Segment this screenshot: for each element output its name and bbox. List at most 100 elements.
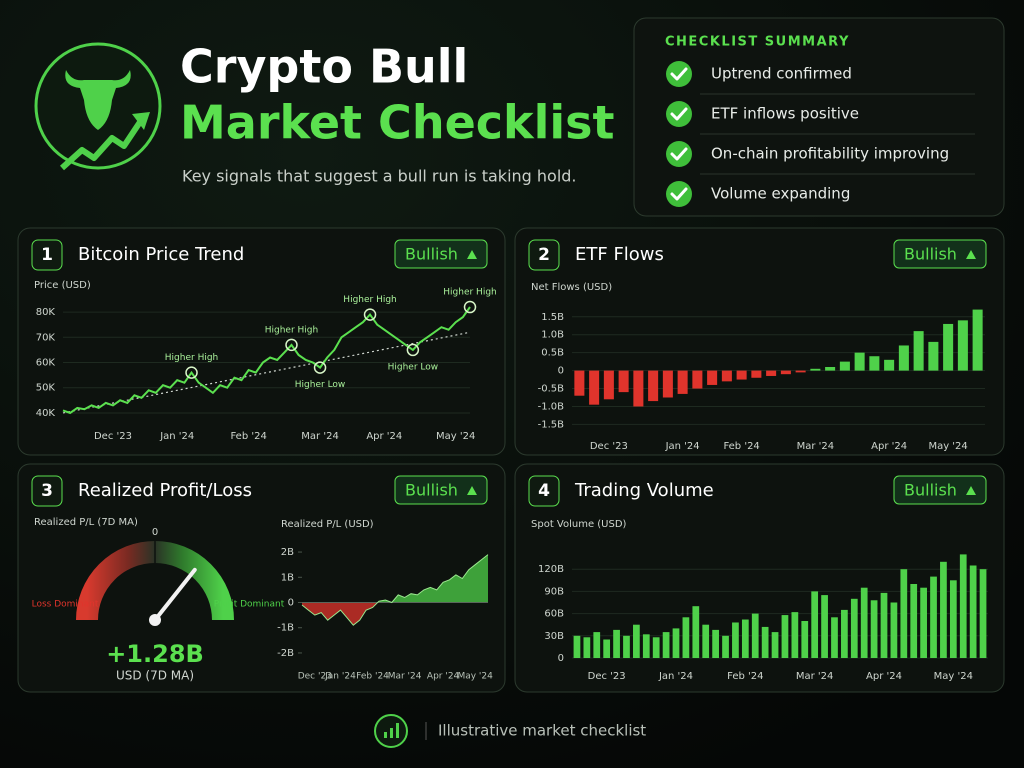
footer-icon-bar: [396, 723, 399, 738]
check-mark: [670, 107, 688, 121]
bar: [854, 352, 865, 371]
bar: [692, 370, 703, 389]
y-tick-label: 120B: [538, 564, 564, 575]
x-tick-label: May '24: [436, 431, 475, 442]
check-icon: [666, 141, 692, 167]
bar: [801, 621, 809, 658]
panel-number-box: [31, 239, 63, 271]
y-tick-label: 2B: [281, 547, 294, 558]
bar: [930, 576, 937, 658]
gauge-hub: [149, 614, 161, 626]
panel-number: 3: [41, 481, 53, 501]
pivot-label: Higher Low: [295, 380, 346, 390]
footer: Illustrative market checklist: [438, 722, 646, 740]
bar: [603, 639, 611, 658]
y-tick-label: -2B: [277, 648, 294, 659]
x-tick-label: Feb '24: [356, 672, 389, 682]
y-tick-label: -1B: [277, 623, 294, 634]
bar: [957, 320, 968, 371]
x-tick-label: Apr '24: [871, 441, 907, 452]
area-positive: [302, 554, 488, 603]
panel: [17, 463, 506, 693]
y-tick-label: 0: [558, 653, 564, 664]
checklist-item: Volume expanding: [711, 185, 850, 203]
gauge-unit: USD (7D MA): [116, 669, 194, 683]
bar: [771, 632, 779, 658]
y-tick-label: -1.5B: [538, 419, 565, 430]
check-icon: [666, 181, 692, 207]
y-tick-label: 1.0B: [541, 330, 564, 341]
badge-text: Bullish: [904, 245, 957, 264]
bar: [949, 580, 957, 658]
panel: [17, 227, 506, 456]
bar: [900, 569, 908, 658]
bar: [870, 600, 878, 658]
checklist-box: [633, 17, 1005, 217]
y-axis-label: Price (USD): [34, 280, 91, 291]
y-axis-label: Realized P/L (USD): [281, 519, 374, 530]
y-tick-label: 50K: [36, 383, 56, 394]
bar: [969, 565, 977, 658]
badge: [893, 475, 987, 505]
panel-number-box: [528, 239, 560, 271]
bar: [721, 370, 732, 382]
bar: [850, 598, 858, 658]
x-tick-label: Dec '23: [588, 671, 626, 682]
bar: [618, 370, 629, 393]
bar: [959, 554, 967, 658]
bar: [682, 617, 690, 658]
bar: [648, 370, 659, 402]
price-line: [62, 306, 471, 415]
pivot-label: Higher High: [343, 295, 396, 305]
check-mark: [670, 67, 688, 81]
bar: [662, 370, 673, 398]
bar: [920, 587, 927, 658]
y-tick-label: 0.5B: [541, 348, 564, 359]
bar: [761, 626, 769, 658]
bar: [780, 370, 791, 375]
bar: [940, 561, 947, 658]
badge-arrow: [467, 486, 477, 495]
y-axis-label: Spot Volume (USD): [531, 519, 627, 530]
pivot-label: Higher High: [265, 325, 318, 335]
bar: [913, 331, 924, 371]
y-tick-label: -0.5B: [538, 384, 565, 395]
bar: [751, 370, 762, 378]
bar: [810, 368, 821, 371]
y-tick-label: 40K: [36, 408, 56, 419]
badge-text: Bullish: [904, 481, 957, 500]
panel-title: Bitcoin Price Trend: [78, 244, 244, 265]
pivot-marker: [406, 343, 420, 357]
bar: [831, 617, 838, 658]
bar: [751, 613, 759, 658]
bar: [692, 606, 700, 658]
bar: [928, 341, 939, 371]
y-tick-label: 90B: [544, 586, 564, 597]
footer-icon-bar: [390, 728, 393, 738]
bar: [603, 370, 614, 400]
bar: [633, 370, 644, 407]
bar: [766, 370, 777, 376]
y-axis-label: Net Flows (USD): [531, 282, 612, 293]
logo-arrow: [59, 120, 143, 171]
subtitle: Key signals that suggest a bull run is t…: [182, 167, 577, 186]
y-tick-label: 60B: [544, 609, 564, 620]
bar: [593, 632, 601, 658]
pivot-marker: [363, 308, 377, 321]
pivot-marker: [185, 366, 198, 379]
x-tick-label: Mar '24: [797, 441, 835, 452]
bar: [795, 370, 806, 373]
gauge-left-label: Loss Dominant: [32, 600, 99, 610]
badge: [394, 475, 488, 505]
x-tick-label: May '24: [457, 672, 493, 682]
panel-title: Realized Profit/Loss: [78, 480, 252, 501]
checklist-item: ETF inflows positive: [711, 105, 859, 123]
bar: [825, 367, 836, 371]
check-mark: [670, 187, 688, 201]
gauge-right-label: Profit Dominant: [214, 600, 285, 610]
x-tick-label: Feb '24: [727, 671, 763, 682]
bar: [642, 634, 650, 658]
logo-arrow-head: [132, 112, 150, 130]
bar: [702, 624, 710, 658]
